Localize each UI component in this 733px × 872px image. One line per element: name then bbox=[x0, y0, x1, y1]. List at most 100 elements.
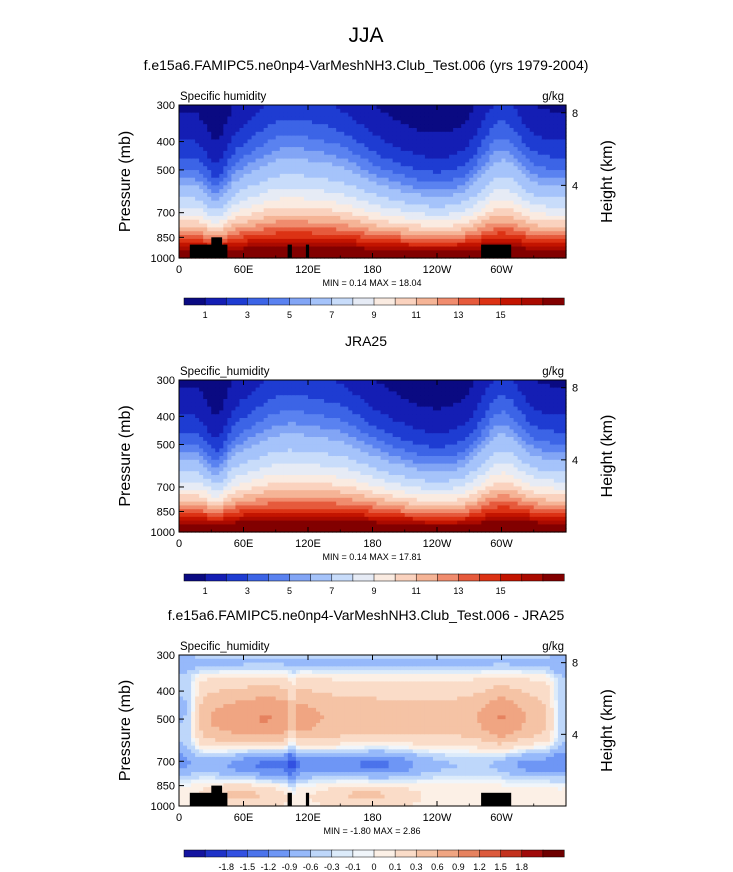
field-cell bbox=[533, 166, 539, 171]
field-cell bbox=[477, 238, 482, 244]
field-cell bbox=[267, 501, 273, 506]
field-cell bbox=[231, 410, 237, 415]
field-cell bbox=[501, 116, 507, 121]
field-cell bbox=[441, 235, 446, 240]
field-cell bbox=[441, 200, 446, 206]
field-cell bbox=[215, 124, 220, 129]
field-cell bbox=[424, 170, 430, 175]
field-cell bbox=[291, 242, 297, 248]
field-cell bbox=[271, 181, 277, 186]
field-cell bbox=[549, 124, 555, 129]
field-cell bbox=[449, 212, 454, 217]
field-cell bbox=[255, 208, 261, 213]
field-cell bbox=[449, 170, 454, 175]
field-cell bbox=[295, 116, 301, 121]
field-cell bbox=[263, 131, 269, 137]
field-cell bbox=[235, 410, 241, 415]
field-cell bbox=[457, 185, 462, 190]
field-cell bbox=[179, 196, 184, 202]
field-cell bbox=[259, 162, 265, 167]
field-cell bbox=[537, 185, 543, 190]
field-cell bbox=[271, 433, 277, 438]
field-cell bbox=[203, 223, 208, 228]
field-cell bbox=[215, 158, 220, 163]
field-cell bbox=[207, 208, 212, 213]
field-cell bbox=[501, 135, 507, 141]
field-cell bbox=[412, 208, 418, 213]
field-cell bbox=[227, 520, 233, 525]
field-cell bbox=[336, 254, 341, 259]
field-cell bbox=[432, 238, 438, 244]
field-cell bbox=[203, 406, 208, 411]
field-cell bbox=[199, 509, 204, 514]
field-cell bbox=[215, 383, 220, 389]
field-cell bbox=[308, 189, 313, 194]
field-cell bbox=[457, 162, 462, 167]
field-cell bbox=[231, 463, 237, 468]
field-cell bbox=[275, 509, 281, 514]
field-cell bbox=[388, 127, 394, 133]
field-cell bbox=[561, 177, 567, 183]
field-cell bbox=[195, 516, 200, 522]
field-cell bbox=[239, 425, 245, 430]
field-cell bbox=[279, 475, 285, 480]
field-cell bbox=[517, 158, 523, 163]
field-cell bbox=[299, 139, 305, 144]
field-cell bbox=[364, 127, 370, 133]
field-cell bbox=[223, 162, 228, 167]
field-cell bbox=[525, 181, 531, 186]
field-cell bbox=[553, 192, 559, 198]
field-cell bbox=[183, 227, 188, 232]
field-cell bbox=[529, 231, 535, 236]
field-cell bbox=[191, 196, 196, 202]
field-cell bbox=[231, 227, 237, 232]
field-cell bbox=[267, 516, 273, 522]
field-cell bbox=[477, 227, 482, 232]
field-cell bbox=[183, 399, 188, 404]
field-cells bbox=[179, 380, 567, 533]
field-cell bbox=[199, 467, 204, 472]
field-cell bbox=[279, 147, 285, 152]
field-cell bbox=[183, 459, 188, 465]
field-cell bbox=[420, 105, 426, 110]
field-cell bbox=[477, 173, 482, 179]
field-cell bbox=[211, 475, 216, 480]
field-cell bbox=[308, 158, 313, 163]
field-cell bbox=[207, 414, 212, 419]
field-cell bbox=[481, 112, 486, 118]
field-cell bbox=[348, 227, 353, 232]
field-cell bbox=[191, 421, 196, 427]
field-cell bbox=[263, 414, 269, 419]
field-cell bbox=[469, 116, 474, 121]
field-cell bbox=[428, 131, 434, 137]
field-cell bbox=[195, 212, 200, 217]
field-cell bbox=[211, 513, 216, 518]
field-cell bbox=[207, 173, 212, 179]
field-cell bbox=[336, 227, 341, 232]
field-cell bbox=[344, 112, 349, 118]
field-cell bbox=[271, 219, 277, 225]
field-cell bbox=[259, 235, 265, 240]
field-cell bbox=[243, 524, 249, 529]
field-cell bbox=[243, 456, 249, 461]
field-cell bbox=[308, 173, 313, 179]
field-cell bbox=[360, 150, 366, 156]
field-cell bbox=[199, 204, 204, 209]
field-cell bbox=[485, 147, 491, 152]
field-cell bbox=[356, 242, 362, 248]
field-cell bbox=[195, 196, 200, 202]
field-cell bbox=[420, 116, 426, 121]
field-cell bbox=[195, 208, 200, 213]
field-cell bbox=[340, 215, 345, 221]
field-cell bbox=[263, 108, 269, 114]
field-cell bbox=[291, 127, 297, 133]
field-cell bbox=[303, 173, 309, 179]
field-cell bbox=[207, 185, 212, 190]
field-cell bbox=[416, 162, 422, 167]
field-cell bbox=[191, 497, 196, 503]
field-cell bbox=[191, 425, 196, 430]
field-cell bbox=[533, 124, 539, 129]
field-cell bbox=[255, 406, 261, 411]
field-cell bbox=[199, 399, 204, 404]
field-cell bbox=[541, 189, 547, 194]
